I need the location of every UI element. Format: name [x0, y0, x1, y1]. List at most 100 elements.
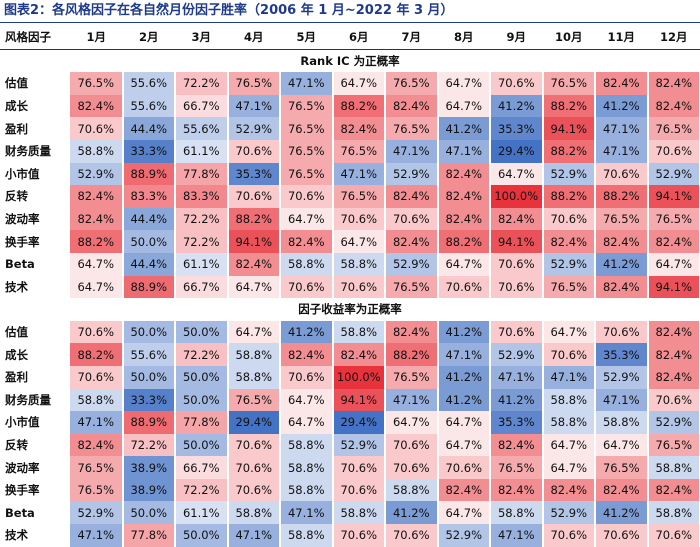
heatmap-cell: 58.8% [280, 253, 333, 276]
heatmap-cell: 88.2% [333, 95, 386, 118]
heatmap-cell: 64.7% [333, 72, 386, 95]
heatmap-cell: 88.2% [385, 343, 438, 366]
heatmap-cell: 82.4% [438, 479, 491, 502]
heatmap-cell: 50.0% [123, 501, 176, 524]
heatmap-cell: 82.4% [648, 72, 700, 95]
heatmap-cell: 58.8% [228, 501, 281, 524]
heatmap-cell: 70.6% [385, 456, 438, 479]
heatmap-cell: 50.0% [123, 230, 176, 253]
heatmap-cell: 70.6% [385, 524, 438, 547]
heatmap-cell: 76.5% [543, 276, 596, 299]
heatmap-cell: 76.5% [280, 163, 333, 186]
heatmap-cell: 61.1% [175, 253, 228, 276]
heatmap-cell: 47.1% [490, 366, 543, 389]
section-header-row: 因子收益率为正概率 [0, 298, 700, 321]
heatmap-cell: 88.2% [543, 95, 596, 118]
heatmap-cell: 70.6% [385, 208, 438, 231]
heatmap-cell: 82.4% [385, 321, 438, 344]
heatmap-cell: 70.6% [438, 456, 491, 479]
heatmap-cell: 77.8% [123, 524, 176, 547]
heatmap-cell: 41.2% [438, 366, 491, 389]
heatmap-cell: 76.5% [70, 72, 123, 95]
heatmap-cell: 70.6% [543, 343, 596, 366]
month-header: 12月 [648, 26, 700, 49]
heatmap-cell: 82.4% [385, 230, 438, 253]
heatmap-cell: 70.6% [333, 524, 386, 547]
heatmap-cell: 72.2% [175, 72, 228, 95]
heatmap-cell: 50.0% [175, 524, 228, 547]
heatmap-cell: 47.1% [385, 140, 438, 163]
heatmap-cell: 58.8% [385, 479, 438, 502]
heatmap-cell: 88.2% [595, 185, 648, 208]
heatmap-cell: 82.4% [648, 230, 700, 253]
heatmap-cell: 33.3% [123, 389, 176, 412]
heatmap-cell: 41.2% [595, 253, 648, 276]
heatmap-cell: 70.6% [70, 117, 123, 140]
heatmap-cell: 70.6% [228, 434, 281, 457]
heatmap-cell: 58.8% [543, 389, 596, 412]
heatmap-cell: 70.6% [595, 163, 648, 186]
heatmap-cell: 82.4% [70, 208, 123, 231]
heatmap-cell: 64.7% [543, 321, 596, 344]
heatmap-cell: 58.8% [280, 456, 333, 479]
heatmap-cell: 64.7% [543, 434, 596, 457]
month-header: 7月 [385, 26, 438, 49]
heatmap-cell: 76.5% [595, 208, 648, 231]
heatmap-cell: 100.0% [333, 366, 386, 389]
factor-label: 反转 [0, 185, 70, 208]
heatmap-cell: 58.8% [70, 389, 123, 412]
heatmap-cell: 47.1% [70, 411, 123, 434]
heatmap-cell: 29.4% [333, 411, 386, 434]
heatmap-cell: 76.5% [333, 140, 386, 163]
heatmap-cell: 82.4% [595, 276, 648, 299]
heatmap-cell: 70.6% [385, 434, 438, 457]
heatmap-cell: 64.7% [595, 434, 648, 457]
heatmap-cell: 52.9% [70, 163, 123, 186]
factor-label: Beta [0, 253, 70, 276]
heatmap-cell: 64.7% [280, 208, 333, 231]
heatmap-cell: 55.6% [175, 117, 228, 140]
heatmap-cell: 47.1% [595, 117, 648, 140]
heatmap-cell: 47.1% [490, 524, 543, 547]
heatmap-cell: 82.4% [280, 343, 333, 366]
heatmap-cell: 50.0% [175, 321, 228, 344]
heatmap-cell: 72.2% [175, 479, 228, 502]
heatmap-cell: 41.2% [438, 389, 491, 412]
heatmap-cell: 47.1% [228, 524, 281, 547]
heatmap-cell: 94.1% [228, 230, 281, 253]
heatmap-cell: 64.7% [228, 276, 281, 299]
heatmap-cell: 82.4% [543, 479, 596, 502]
heatmap-cell: 58.8% [333, 321, 386, 344]
heatmap-cell: 29.4% [228, 411, 281, 434]
heatmap-cell: 35.3% [490, 117, 543, 140]
heatmap-cell: 82.4% [438, 163, 491, 186]
heatmap-cell: 64.7% [70, 253, 123, 276]
heatmap-cell: 44.4% [123, 253, 176, 276]
factor-label: 盈利 [0, 117, 70, 140]
heatmap-cell: 50.0% [123, 366, 176, 389]
heatmap-cell: 70.6% [228, 479, 281, 502]
heatmap-cell: 76.5% [648, 117, 700, 140]
heatmap-cell: 82.4% [438, 185, 491, 208]
heatmap-cell: 82.4% [438, 208, 491, 231]
heatmap-cell: 47.1% [333, 163, 386, 186]
heatmap-cell: 82.4% [648, 321, 700, 344]
heatmap-cell: 52.9% [648, 411, 700, 434]
section-title: Rank IC 为正概率 [0, 49, 700, 72]
heatmap-cell: 70.6% [280, 276, 333, 299]
heatmap-cell: 72.2% [175, 230, 228, 253]
heatmap-cell: 58.8% [228, 366, 281, 389]
heatmap-cell: 58.8% [280, 524, 333, 547]
heatmap-cell: 64.7% [438, 411, 491, 434]
heatmap-cell: 94.1% [333, 389, 386, 412]
heatmap-cell: 70.6% [490, 276, 543, 299]
heatmap-cell: 70.6% [228, 456, 281, 479]
heatmap-cell: 82.4% [648, 95, 700, 118]
month-header: 1月 [70, 26, 123, 49]
